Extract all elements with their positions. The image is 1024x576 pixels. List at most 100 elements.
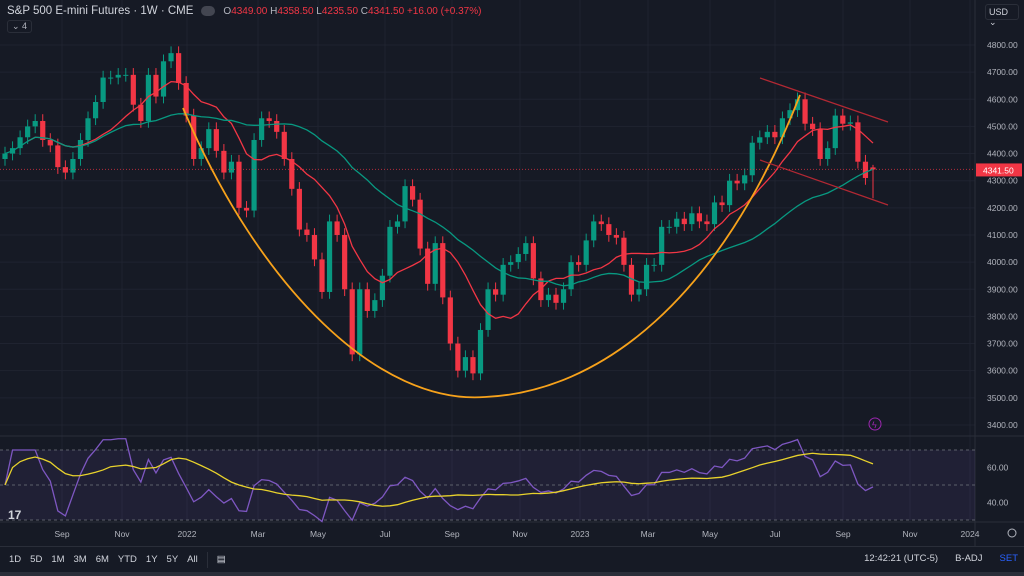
candle [372, 300, 378, 311]
range-5y[interactable]: 5Y [166, 554, 179, 565]
last-price-badge [976, 163, 1022, 177]
price-tick-label: 4000.00 [987, 257, 1018, 267]
time-tick-label: Sep [54, 529, 69, 539]
price-tick-label: 3900.00 [987, 284, 1018, 294]
candle [440, 243, 446, 298]
candle [583, 240, 589, 265]
range-6m[interactable]: 6M [95, 554, 109, 565]
time-tick-label: 2022 [178, 529, 197, 539]
range-ytd[interactable]: YTD [117, 554, 137, 565]
candle [236, 161, 242, 208]
candle [711, 202, 718, 225]
range-1y[interactable]: 1Y [145, 554, 158, 565]
candle [357, 289, 363, 355]
range-1d[interactable]: 1D [9, 554, 22, 565]
price-tick-label: 4400.00 [987, 149, 1018, 159]
candle [206, 129, 212, 149]
candle [862, 161, 869, 178]
price-chart[interactable]: 4800.00 4700.00 4600.00 4500.00 4400.00 4300.… [0, 0, 1024, 546]
symbol-title[interactable]: S&P 500 E-mini Futures · 1W · CME [7, 5, 194, 17]
channel-upper-line [759, 77, 889, 123]
candle [666, 226, 672, 228]
time-tick-label: Nov [512, 529, 528, 539]
candle [447, 297, 453, 344]
price-tick-label: 4100.00 [987, 230, 1018, 240]
price-axis [975, 0, 1024, 546]
range-all[interactable]: All [187, 554, 198, 565]
candle [311, 234, 318, 260]
price-tick-label: 3400.00 [987, 420, 1018, 430]
candle [553, 294, 559, 303]
price-tick-label: 4500.00 [987, 121, 1018, 131]
candle [115, 74, 121, 78]
candle [832, 115, 838, 149]
candle [259, 118, 265, 140]
range-5d[interactable]: 5D [30, 554, 43, 565]
candle [402, 186, 408, 222]
candle [523, 243, 529, 254]
candle [2, 153, 8, 159]
candle [349, 289, 355, 355]
candle [342, 234, 348, 290]
candle [855, 122, 861, 162]
candle [772, 131, 778, 138]
time-tick-label: Jul [380, 529, 391, 539]
candle [100, 77, 106, 102]
candle [55, 145, 61, 168]
candle [92, 101, 99, 119]
candle [870, 167, 876, 170]
price-tick-label: 3500.00 [987, 393, 1018, 403]
candle [40, 120, 46, 140]
b-adj-toggle[interactable]: B-ADJ [955, 553, 983, 564]
candle [817, 129, 823, 159]
candle [696, 213, 702, 222]
time-tick-label: Jul [770, 529, 781, 539]
time-tick-label: May [702, 529, 719, 539]
candle [387, 226, 393, 276]
candle [704, 221, 710, 225]
currency-select[interactable]: USD ⌄ [985, 4, 1019, 27]
ohlc-values: O4349.00 H4358.50 L4235.50 C4341.50 +16.… [223, 5, 482, 17]
clock[interactable]: 12:42:21 (UTC-5) [864, 553, 939, 564]
candle [251, 139, 257, 211]
candle [470, 357, 476, 374]
candle [681, 218, 687, 225]
candle [613, 234, 619, 238]
session-toggle[interactable]: SET [999, 553, 1018, 564]
candle [779, 118, 786, 138]
candle [477, 329, 484, 374]
range-1m[interactable]: 1M [51, 554, 65, 565]
price-tick-label: 3800.00 [987, 311, 1018, 321]
price-tick-label: 4300.00 [987, 176, 1018, 186]
candle [825, 148, 831, 159]
range-3m[interactable]: 3M [73, 554, 87, 565]
candle [25, 126, 31, 138]
candle [643, 264, 650, 290]
rsi-line [4, 438, 874, 523]
rsi-tick-label: 40.00 [987, 498, 1009, 508]
candle [508, 262, 514, 265]
candle [621, 237, 627, 265]
price-tick-label: 4800.00 [987, 40, 1018, 50]
candle [840, 115, 846, 124]
candle [138, 104, 144, 121]
candle [764, 131, 770, 138]
candle [485, 289, 491, 330]
candle [719, 202, 725, 206]
candle [47, 139, 53, 146]
time-tick-label: Sep [835, 529, 850, 539]
candle [274, 120, 280, 132]
calendar-icon[interactable]: ▤ [216, 554, 226, 565]
lightning-icon [868, 417, 882, 431]
candle [757, 137, 763, 143]
candle [334, 221, 340, 235]
indicators-toggle[interactable]: ⌄ 4 [7, 20, 33, 33]
candle [266, 118, 272, 121]
price-tick-label: 4200.00 [987, 203, 1018, 213]
price-tick-label: 4700.00 [987, 67, 1018, 77]
candle [674, 218, 680, 227]
candle [734, 180, 740, 184]
candle [409, 186, 416, 200]
candle [191, 115, 197, 159]
settings-gear-icon [1007, 528, 1017, 538]
